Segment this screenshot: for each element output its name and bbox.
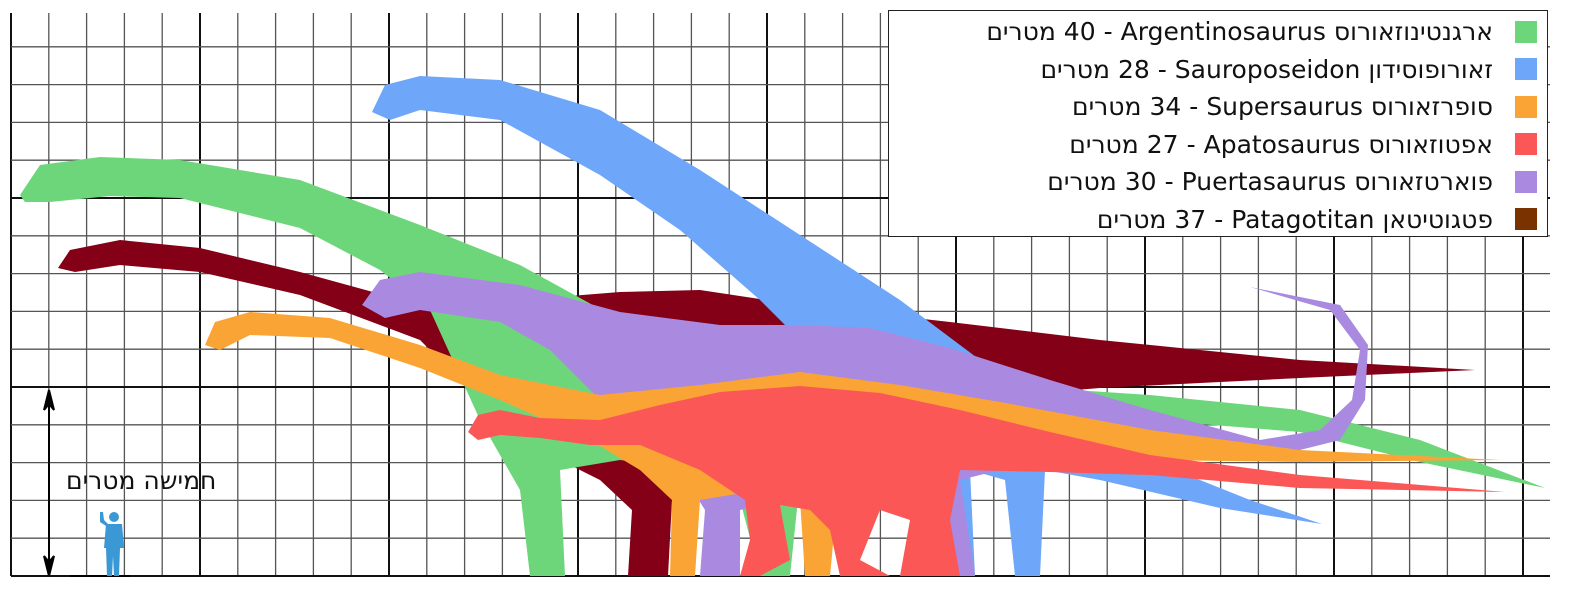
human-silhouette: [100, 512, 124, 576]
legend-unit: מטרים: [1040, 54, 1110, 84]
legend-unit: מטרים: [1071, 92, 1142, 122]
legend-dash: -: [1164, 167, 1174, 197]
legend-length: 40: [1063, 17, 1096, 47]
legend-latin-name: Sauroposeidon: [1174, 54, 1361, 84]
legend-latin-name: Supersaurus: [1206, 92, 1363, 122]
legend-hebrew-name: פוארטזאורוס: [1354, 167, 1493, 197]
legend-unit: מטרים: [986, 17, 1056, 47]
legend-latin-name: Argentinosaurus: [1120, 17, 1326, 47]
legend-length: 28: [1117, 54, 1150, 84]
legend-unit: מטרים: [1096, 204, 1167, 234]
legend-entry: מטרים 28 - Sauroposeidon זאורופוסידון: [889, 51, 1547, 89]
legend-latin-name: Patagotitan: [1231, 204, 1375, 234]
legend-length: 30: [1124, 167, 1157, 197]
legend-latin-name: Puertasaurus: [1181, 167, 1347, 197]
legend-hebrew-name: ארגנטינוזאורוס: [1333, 17, 1493, 47]
legend-dash: -: [1103, 17, 1113, 47]
legend-swatch: [1515, 170, 1537, 193]
scale-arrow: [43, 389, 130, 577]
legend-hebrew-name: פטגוטיטאן: [1382, 204, 1493, 234]
legend-entry: מטרים 40 - Argentinosaurus ארגנטינוזאורו…: [889, 13, 1547, 51]
argentinosaurus-silhouette: [20, 157, 1545, 576]
legend-entry: מטרים 34 - Supersaurus סופרזאורוס: [889, 88, 1547, 126]
legend-swatch: [1515, 95, 1537, 118]
legend-length: 37: [1174, 204, 1207, 234]
legend-dash: -: [1186, 129, 1196, 159]
legend: מטרים 40 - Argentinosaurus ארגנטינוזאורו…: [888, 10, 1548, 237]
legend-dash: -: [1189, 92, 1199, 122]
legend-dash: -: [1214, 204, 1224, 234]
legend-hebrew-name: סופרזאורוס: [1370, 92, 1493, 122]
legend-swatch: [1515, 133, 1537, 156]
legend-hebrew-name: זאורופוסידון: [1368, 54, 1493, 84]
legend-length: 34: [1149, 92, 1182, 122]
legend-swatch: [1515, 20, 1537, 43]
apatosaurus-silhouette: [468, 386, 1505, 576]
legend-latin-name: Apatosaurus: [1203, 129, 1361, 159]
legend-unit: מטרים: [1069, 129, 1139, 159]
legend-entry: מטרים 30 - Puertasaurus פוארטזאורוס: [889, 163, 1547, 201]
legend-swatch: [1515, 58, 1537, 81]
scale-label: חמישה מטרים: [66, 466, 217, 495]
legend-swatch: [1515, 208, 1537, 231]
legend-entry: מטרים 27 - Apatosaurus אפטוזאורוס: [889, 126, 1547, 164]
legend-unit: מטרים: [1047, 167, 1117, 197]
legend-hebrew-name: אפטוזאורוס: [1368, 129, 1493, 159]
legend-length: 27: [1146, 129, 1179, 159]
legend-entry: מטרים 37 - Patagotitan פטגוטיטאן: [889, 201, 1547, 239]
legend-dash: -: [1157, 54, 1167, 84]
